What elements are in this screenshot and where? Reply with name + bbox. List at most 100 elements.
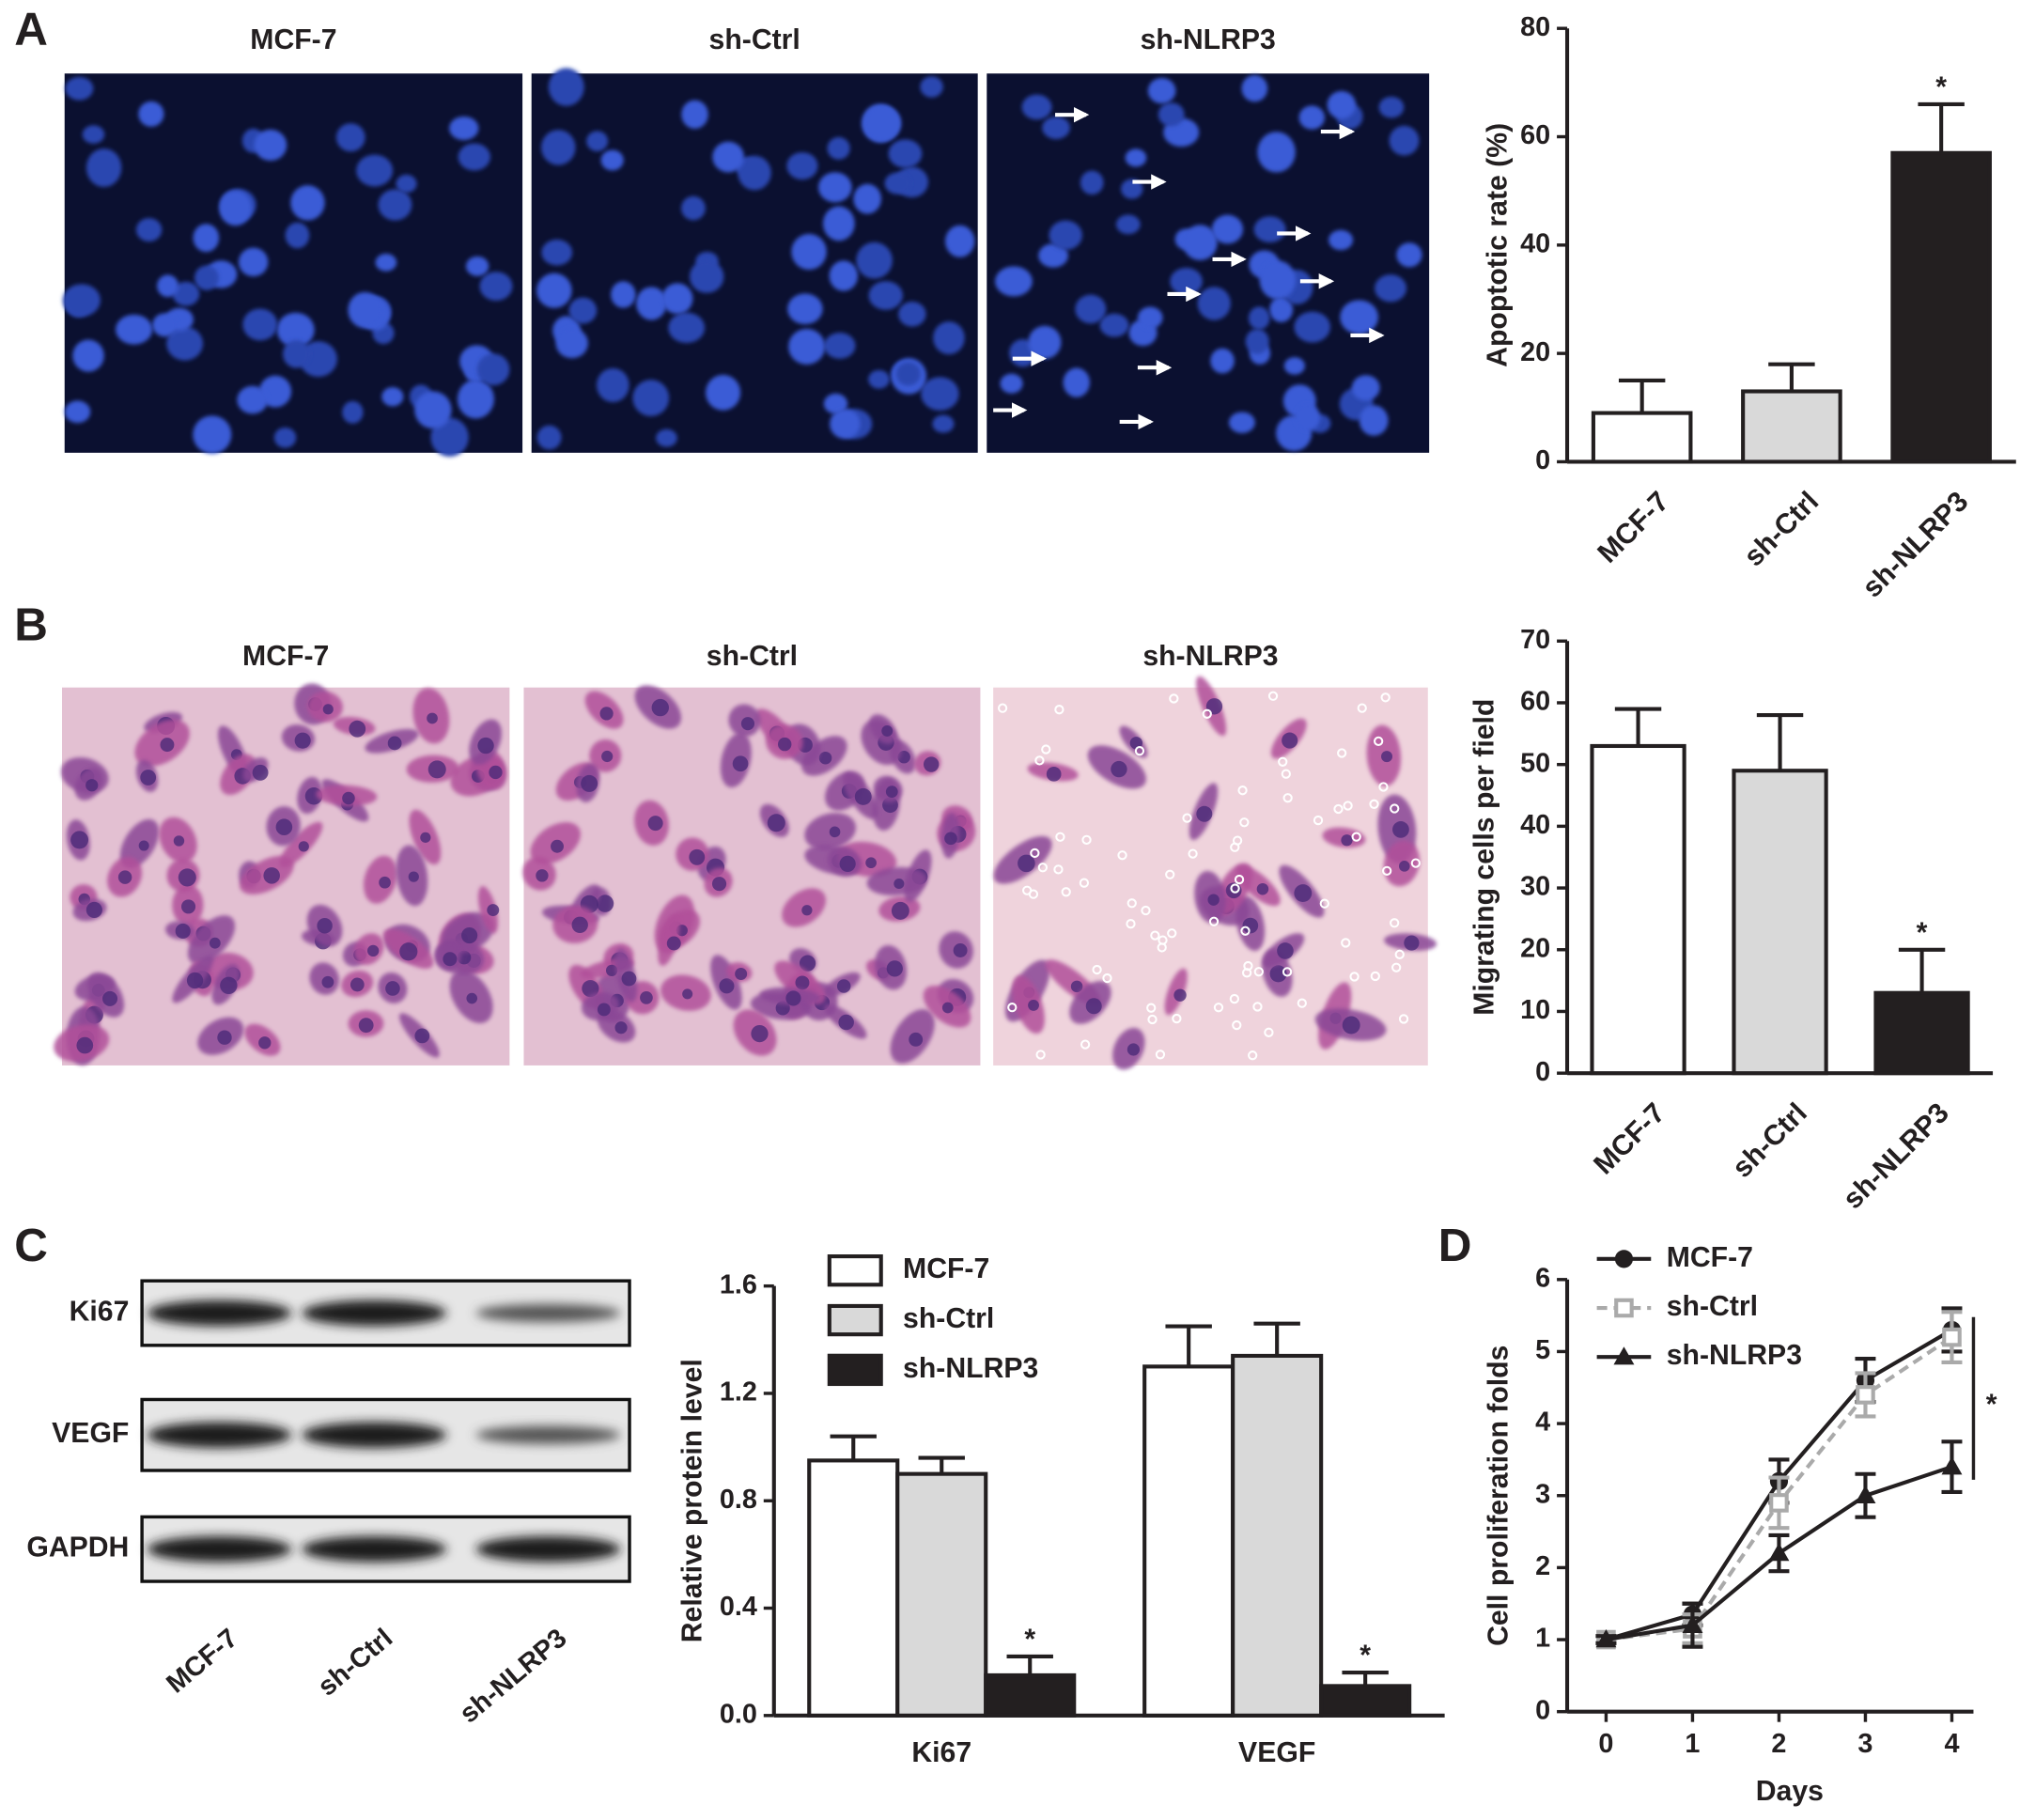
cell-nucleus <box>117 870 132 884</box>
pore <box>1102 972 1112 984</box>
pore <box>1169 693 1179 704</box>
nucleus <box>283 339 310 368</box>
pore <box>1351 832 1361 842</box>
cell-nucleus <box>487 904 500 917</box>
marker <box>1856 1385 1875 1405</box>
nucleus <box>932 414 955 433</box>
nucleus <box>157 274 179 298</box>
cell-nucleus <box>181 899 196 914</box>
pore <box>1390 803 1400 814</box>
nucleus <box>1197 287 1231 320</box>
cell-nucleus <box>1341 834 1353 847</box>
cell-nucleus <box>1111 760 1127 778</box>
pore <box>1341 938 1351 948</box>
bar <box>895 1471 988 1718</box>
nucleus <box>888 139 923 168</box>
y-tick-label: 70 <box>1520 625 1550 655</box>
cell-nucleus <box>854 787 872 805</box>
nucleus <box>135 218 163 242</box>
pore <box>1146 1003 1157 1013</box>
legend-label: sh-NLRP3 <box>903 1353 1038 1384</box>
cell-nucleus <box>85 901 102 919</box>
cell-nucleus <box>420 832 431 843</box>
nucleus <box>586 131 609 152</box>
cell-nucleus <box>76 1036 94 1054</box>
nucleus <box>1099 313 1129 337</box>
y-tick-label: 40 <box>1520 228 1550 258</box>
cell-nucleus <box>263 867 280 884</box>
cell-nucleus <box>252 764 269 781</box>
cell-nucleus <box>178 868 196 887</box>
nucleus <box>920 76 943 98</box>
nucleus <box>194 265 219 290</box>
pore <box>1035 1050 1046 1060</box>
marker <box>1614 1298 1634 1318</box>
cell-nucleus <box>1046 766 1062 782</box>
pore <box>1267 691 1279 701</box>
cell-nucleus <box>1392 821 1409 838</box>
y-tick-label: 20 <box>1520 337 1550 367</box>
cell-nucleus <box>923 756 940 772</box>
y-tick-label: 10 <box>1520 995 1550 1025</box>
pore <box>1155 1050 1166 1060</box>
nucleus <box>381 386 404 407</box>
nucleus <box>1340 300 1378 334</box>
cell-nucleus <box>466 992 478 1004</box>
x-tick-label: sh-NLRP3 <box>1857 486 1974 603</box>
nucleus <box>116 314 153 345</box>
cell-nucleus <box>614 1021 628 1034</box>
nucleus <box>1329 229 1354 251</box>
micrograph-label: sh-NLRP3 <box>1141 24 1276 55</box>
blot-band <box>302 1535 447 1563</box>
y-tick-label: 50 <box>1520 748 1550 778</box>
cell-nucleus <box>601 750 614 763</box>
pore <box>1240 926 1251 936</box>
y-tick-label: 0.8 <box>720 1485 757 1515</box>
marker <box>1855 1485 1876 1503</box>
nucleus <box>1211 214 1244 244</box>
cell-nucleus <box>1207 894 1220 906</box>
nucleus <box>1182 225 1218 260</box>
legend-label: sh-NLRP3 <box>1667 1340 1802 1371</box>
pore <box>1252 1002 1263 1012</box>
cell-nucleus <box>751 1024 769 1043</box>
pore <box>1232 835 1243 846</box>
cell-nucleus <box>829 826 841 838</box>
y-tick-label: 1.6 <box>720 1269 757 1299</box>
nucleus <box>853 183 882 214</box>
pore <box>1229 993 1240 1004</box>
nucleus <box>1115 214 1141 235</box>
blot-lane-label: sh-Ctrl <box>312 1623 398 1702</box>
cell-nucleus <box>317 918 333 934</box>
nucleus <box>536 272 572 308</box>
cell-nucleus <box>350 977 365 992</box>
nucleus <box>356 154 394 187</box>
pore <box>1410 858 1422 868</box>
cell-nucleus <box>1282 732 1298 749</box>
cell-nucleus <box>1028 999 1039 1011</box>
nucleus <box>64 400 91 424</box>
y-tick-label: 40 <box>1520 810 1550 840</box>
pore <box>1337 748 1347 758</box>
nucleus <box>219 190 252 226</box>
y-tick-label: 3 <box>1535 1479 1550 1509</box>
nucleus <box>1295 403 1321 431</box>
micrograph <box>987 73 1430 453</box>
bar <box>1142 1364 1235 1718</box>
nucleus <box>237 385 269 414</box>
legend-label: MCF-7 <box>1667 1242 1753 1273</box>
nucleus <box>1147 77 1176 104</box>
cell-nucleus <box>443 952 458 967</box>
blot-lane-label: sh-NLRP3 <box>454 1623 572 1729</box>
legend-swatch <box>827 1353 883 1387</box>
significance-mark: * <box>1360 1641 1371 1672</box>
legend-label: sh-Ctrl <box>1667 1291 1758 1322</box>
bar <box>1319 1684 1412 1718</box>
bar <box>1741 389 1842 464</box>
pore <box>1165 869 1175 879</box>
x-tick-label: Ki67 <box>911 1737 971 1768</box>
blot-band <box>475 1425 621 1444</box>
nucleus <box>1021 94 1052 120</box>
cell-nucleus <box>605 964 618 977</box>
pore <box>1282 793 1293 803</box>
